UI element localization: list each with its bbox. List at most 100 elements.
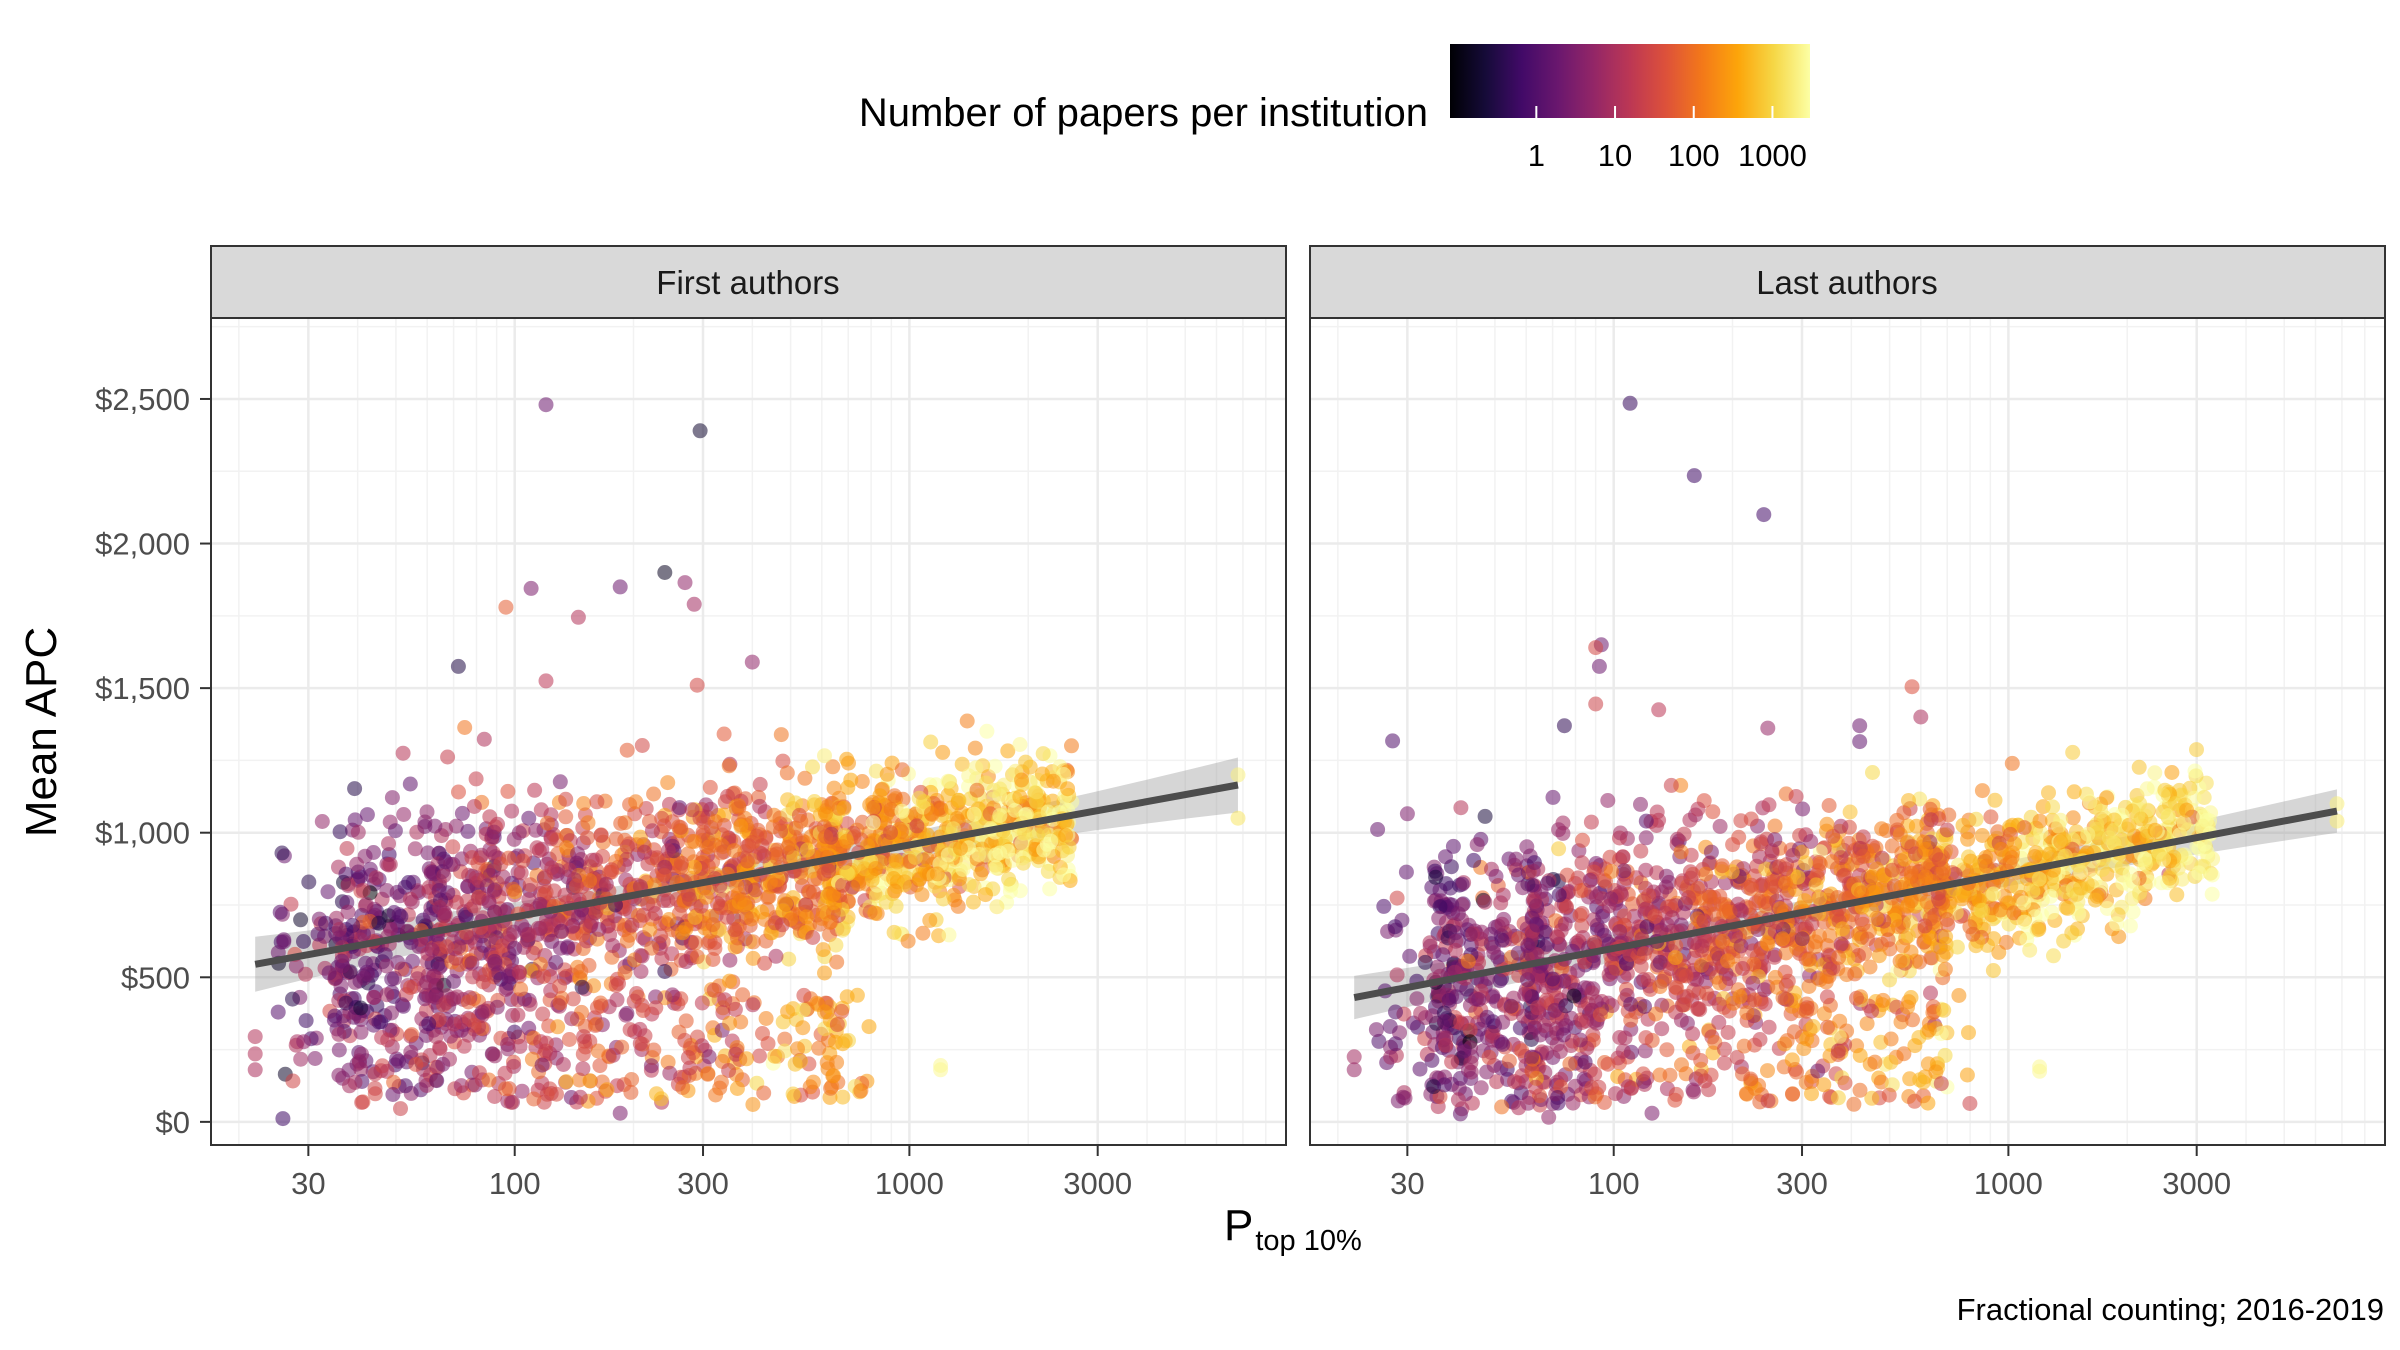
data-point — [1603, 864, 1619, 879]
data-point — [464, 850, 480, 866]
data-point — [702, 779, 718, 795]
data-point — [632, 1021, 648, 1037]
data-point — [731, 798, 747, 814]
data-point — [609, 992, 625, 1008]
data-point — [660, 1054, 676, 1070]
data-point — [1230, 810, 1246, 826]
data-point — [959, 713, 975, 729]
data-point — [1852, 1082, 1868, 1098]
data-point — [887, 883, 903, 899]
y-axis: $0$500$1,000$1,500$2,000$2,500 — [95, 382, 211, 1140]
data-point — [2073, 880, 2088, 896]
data-point — [1912, 791, 1928, 807]
data-point — [1841, 835, 1857, 851]
data-point — [805, 1074, 821, 1090]
data-point — [722, 1015, 738, 1031]
data-point — [1230, 767, 1246, 783]
data-point — [1637, 999, 1652, 1014]
data-point — [1061, 839, 1077, 855]
data-point — [1507, 1074, 1522, 1090]
data-point — [785, 1086, 801, 1102]
data-point — [757, 955, 773, 971]
data-point — [1541, 1109, 1557, 1125]
data-point — [1529, 947, 1545, 963]
data-point — [839, 865, 855, 881]
data-point — [1501, 1053, 1517, 1069]
data-point — [1018, 754, 1034, 770]
data-point — [805, 930, 821, 945]
data-point — [1060, 781, 1076, 797]
data-point — [694, 1038, 710, 1054]
legend-tick-label: 10 — [1598, 138, 1632, 173]
data-point — [1635, 1066, 1651, 1082]
panel-strip-label: Last authors — [1756, 264, 1938, 301]
data-point — [1696, 913, 1712, 929]
data-point — [661, 912, 677, 927]
data-point — [2042, 846, 2057, 862]
data-point — [900, 933, 916, 949]
data-point — [1923, 812, 1939, 828]
data-point — [647, 906, 663, 921]
data-point — [1658, 879, 1674, 895]
data-point — [355, 882, 371, 898]
data-point — [1601, 898, 1617, 914]
data-point — [1739, 1005, 1755, 1021]
data-point — [1557, 916, 1573, 932]
data-point — [2132, 796, 2148, 811]
data-point — [1592, 1007, 1608, 1023]
data-point — [1745, 975, 1761, 991]
data-point — [1648, 1006, 1664, 1022]
data-point — [1651, 702, 1667, 718]
data-point — [347, 781, 363, 797]
data-point — [720, 788, 735, 804]
data-point — [1574, 855, 1590, 871]
data-point — [707, 814, 723, 829]
data-point — [1928, 1064, 1944, 1080]
data-point — [1854, 885, 1869, 901]
data-point — [733, 1014, 749, 1030]
data-point — [636, 907, 651, 923]
data-point — [2066, 784, 2082, 800]
data-point — [1913, 709, 1929, 725]
data-point — [1803, 834, 1819, 849]
data-point — [1900, 898, 1915, 914]
regression-line — [254, 781, 1239, 968]
data-point — [1938, 936, 1954, 952]
data-point — [310, 926, 326, 942]
data-point — [1667, 950, 1683, 966]
data-point — [818, 806, 833, 822]
data-point — [1864, 1090, 1880, 1106]
trend-line — [254, 781, 1239, 968]
data-point — [351, 1053, 367, 1069]
data-point — [705, 952, 721, 967]
data-point — [1713, 896, 1729, 912]
data-point — [1907, 1038, 1923, 1054]
data-point — [333, 978, 349, 994]
data-point — [1346, 1062, 1362, 1078]
data-point — [648, 989, 664, 1005]
panel-last-authors: Last authors 30 100 300 1000 3000 — [1309, 245, 2386, 1201]
data-point — [384, 790, 400, 806]
data-point — [935, 891, 951, 907]
data-point — [1017, 825, 1033, 841]
data-point — [1040, 863, 1056, 879]
data-point — [2329, 813, 2345, 829]
data-point — [552, 995, 568, 1011]
data-point — [1716, 1055, 1732, 1071]
data-point — [1775, 931, 1791, 947]
data-point — [978, 887, 993, 903]
panel-background — [1310, 318, 2385, 1145]
data-point — [1398, 864, 1414, 880]
data-point — [2157, 782, 2173, 798]
data-point — [796, 987, 812, 1003]
data-point — [678, 1013, 694, 1029]
data-point — [795, 1020, 811, 1036]
data-point — [1693, 1068, 1709, 1084]
data-point — [950, 898, 966, 914]
data-point — [1890, 919, 1906, 935]
data-point — [591, 922, 607, 937]
data-point — [1816, 1077, 1832, 1093]
data-point — [739, 853, 755, 869]
data-point — [1865, 765, 1880, 780]
